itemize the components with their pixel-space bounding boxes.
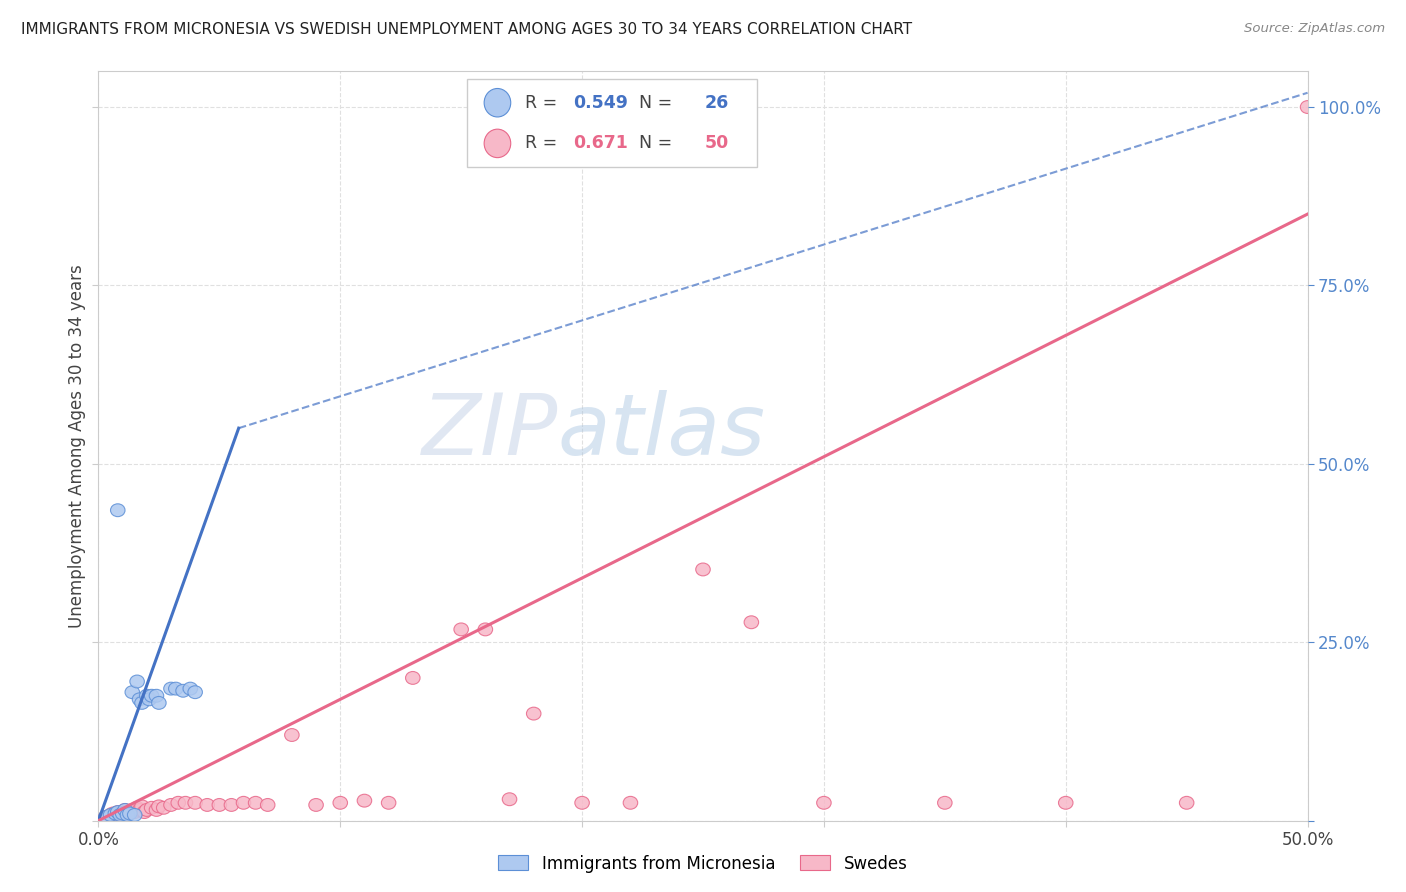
Ellipse shape [176,684,190,698]
Ellipse shape [1059,797,1073,809]
Ellipse shape [152,800,166,813]
Legend: Immigrants from Micronesia, Swedes: Immigrants from Micronesia, Swedes [492,848,914,880]
Ellipse shape [188,797,202,809]
Ellipse shape [149,804,163,816]
Ellipse shape [188,686,202,698]
Ellipse shape [111,805,125,819]
Ellipse shape [284,729,299,741]
Text: N =: N = [628,135,678,153]
Ellipse shape [120,808,135,822]
Ellipse shape [696,563,710,576]
Ellipse shape [172,797,186,809]
Ellipse shape [112,808,128,822]
Ellipse shape [163,682,179,695]
Ellipse shape [236,797,250,809]
Ellipse shape [128,805,142,819]
Ellipse shape [120,807,135,820]
Ellipse shape [1301,101,1315,113]
Ellipse shape [98,811,112,823]
Ellipse shape [132,693,146,706]
Ellipse shape [108,808,122,822]
Ellipse shape [817,797,831,809]
Ellipse shape [163,798,179,812]
Ellipse shape [111,504,125,516]
Text: R =: R = [526,135,562,153]
Ellipse shape [623,797,638,809]
Ellipse shape [118,804,132,816]
Ellipse shape [744,615,759,629]
Ellipse shape [118,804,132,816]
Ellipse shape [309,798,323,812]
Ellipse shape [381,797,396,809]
Text: 26: 26 [704,94,728,112]
Ellipse shape [156,801,172,814]
Ellipse shape [484,129,510,158]
Text: N =: N = [628,94,678,112]
Ellipse shape [108,807,122,820]
Y-axis label: Unemployment Among Ages 30 to 34 years: Unemployment Among Ages 30 to 34 years [67,264,86,628]
Ellipse shape [142,693,156,706]
Ellipse shape [112,807,128,820]
Ellipse shape [145,690,159,702]
Ellipse shape [105,807,120,820]
FancyBboxPatch shape [467,78,758,168]
Ellipse shape [129,675,145,688]
Ellipse shape [405,672,420,684]
Ellipse shape [103,808,118,822]
Ellipse shape [224,798,239,812]
Ellipse shape [183,682,198,695]
Ellipse shape [169,682,183,695]
Ellipse shape [139,804,155,816]
Ellipse shape [484,88,510,117]
Ellipse shape [249,797,263,809]
Ellipse shape [125,804,139,816]
Ellipse shape [139,690,155,702]
Ellipse shape [502,793,517,805]
Ellipse shape [575,797,589,809]
Ellipse shape [138,805,152,819]
Ellipse shape [129,801,145,814]
Text: 50: 50 [704,135,728,153]
Text: IMMIGRANTS FROM MICRONESIA VS SWEDISH UNEMPLOYMENT AMONG AGES 30 TO 34 YEARS COR: IMMIGRANTS FROM MICRONESIA VS SWEDISH UN… [21,22,912,37]
Ellipse shape [111,805,125,819]
Ellipse shape [333,797,347,809]
Text: R =: R = [526,94,562,112]
Ellipse shape [938,797,952,809]
Text: 0.549: 0.549 [574,94,628,112]
Ellipse shape [125,686,139,698]
Ellipse shape [145,801,159,814]
Ellipse shape [135,800,149,813]
Text: atlas: atlas [558,390,766,473]
Ellipse shape [132,804,146,816]
Ellipse shape [357,794,371,807]
Ellipse shape [98,811,112,823]
Text: ZIP: ZIP [422,390,558,473]
Ellipse shape [122,805,138,819]
Ellipse shape [526,707,541,720]
Text: Source: ZipAtlas.com: Source: ZipAtlas.com [1244,22,1385,36]
Ellipse shape [454,623,468,636]
Ellipse shape [212,798,226,812]
Ellipse shape [1180,797,1194,809]
Text: 0.671: 0.671 [574,135,628,153]
Ellipse shape [179,797,193,809]
Ellipse shape [115,807,129,820]
Ellipse shape [149,690,163,702]
Ellipse shape [152,697,166,709]
Ellipse shape [122,807,138,820]
Ellipse shape [128,808,142,822]
Ellipse shape [103,808,118,822]
Ellipse shape [478,623,492,636]
Ellipse shape [260,798,276,812]
Ellipse shape [115,805,129,819]
Ellipse shape [551,101,565,113]
Ellipse shape [135,697,149,709]
Ellipse shape [200,798,215,812]
